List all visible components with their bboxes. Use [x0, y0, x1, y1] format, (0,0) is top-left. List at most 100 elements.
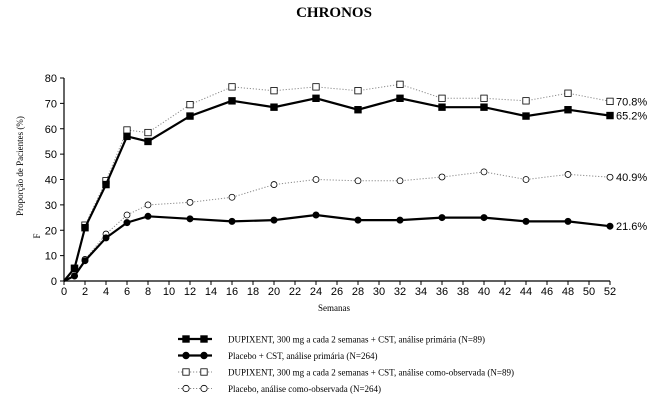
data-point: [522, 176, 530, 183]
x-tick-label: 4: [103, 286, 109, 298]
legend-marker: [182, 335, 190, 343]
end-value-label: 21.6%: [616, 221, 647, 233]
legend: DUPIXENT, 300 mg a cada 2 semanas + CST,…: [178, 335, 514, 394]
legend-marker: [182, 351, 190, 360]
y-tick-label: 50: [45, 149, 57, 161]
data-point: [606, 222, 614, 230]
x-tick-label: 34: [415, 286, 427, 298]
data-point: [228, 193, 236, 201]
x-tick-label: 24: [310, 286, 322, 298]
y-tick-label: 30: [45, 200, 57, 212]
data-point: [270, 181, 278, 188]
legend-marker: [200, 368, 208, 376]
data-point: [438, 103, 446, 111]
x-tick-label: 36: [436, 286, 448, 298]
data-point: [270, 103, 278, 111]
series-layer: [63, 80, 614, 282]
x-tick-label: 32: [394, 286, 406, 298]
y-tick-label: 0: [51, 276, 57, 288]
x-tick-label: 52: [604, 286, 616, 298]
legend-label: Placebo, análise como-observada (N=264): [228, 384, 381, 394]
data-point: [71, 272, 78, 280]
series-line: [63, 97, 611, 282]
data-point: [123, 126, 131, 134]
x-tick-label: 0: [61, 286, 67, 298]
end-value-label: 40.9%: [616, 172, 647, 184]
data-point: [70, 264, 79, 273]
data-point: [144, 128, 152, 137]
data-point: [480, 103, 488, 111]
legend-item: DUPIXENT, 300 mg a cada 2 semanas + CST,…: [178, 335, 485, 345]
legend-item: Placebo + CST, análise primária (N=264): [178, 351, 377, 361]
x-tick-label: 38: [457, 286, 469, 298]
data-point: [228, 217, 236, 225]
data-point: [186, 198, 194, 206]
data-point: [438, 214, 446, 222]
y-tick-label: 40: [45, 175, 57, 187]
data-point: [564, 217, 572, 225]
data-point: [186, 112, 194, 120]
data-point: [123, 211, 131, 219]
legend-item: Placebo, análise como-observada (N=264): [178, 384, 381, 394]
data-point: [186, 215, 194, 223]
data-point: [144, 212, 152, 220]
x-tick-label: 12: [184, 286, 196, 298]
x-tick-label: 50: [583, 286, 595, 298]
data-point: [480, 214, 488, 222]
y-tick-label: 20: [45, 225, 57, 237]
legend-marker: [182, 384, 190, 393]
x-axis-label: Semanas: [318, 303, 350, 313]
x-tick-label: 20: [268, 286, 280, 298]
chart-title: CHRONOS: [296, 5, 372, 21]
x-tick-label: 44: [520, 286, 532, 298]
legend-label: DUPIXENT, 300 mg a cada 2 semanas + CST,…: [228, 335, 485, 345]
data-point: [123, 219, 131, 227]
data-point: [396, 94, 404, 102]
series-4: [63, 168, 614, 282]
data-point: [438, 173, 446, 181]
data-point: [354, 87, 362, 95]
data-point: [480, 94, 488, 102]
data-point: [396, 216, 404, 224]
data-point: [186, 101, 194, 109]
x-tick-label: 30: [373, 286, 385, 298]
legend-item: DUPIXENT, 300 mg a cada 2 semanas + CST,…: [178, 368, 514, 378]
x-tick-label: 26: [331, 286, 343, 298]
data-point: [81, 257, 89, 265]
data-point: [480, 168, 488, 176]
series-line: [63, 171, 611, 282]
data-point: [312, 83, 320, 91]
y-tick-label: 70: [45, 98, 57, 110]
data-point: [102, 180, 110, 189]
data-point: [144, 137, 152, 146]
data-point: [396, 177, 404, 185]
series-3: [63, 80, 614, 282]
x-tick-label: 42: [499, 286, 511, 298]
data-point: [606, 111, 614, 120]
data-point: [312, 94, 320, 102]
y-axis-label-extra: F: [32, 233, 42, 238]
data-point: [438, 94, 446, 102]
x-tick-label: 28: [352, 286, 364, 298]
data-point: [81, 224, 89, 232]
y-tick-label: 10: [45, 251, 57, 263]
x-tick-label: 14: [205, 286, 217, 298]
legend-marker: [200, 335, 208, 343]
data-point: [606, 97, 614, 105]
x-tick-label: 22: [289, 286, 301, 298]
data-point: [312, 176, 320, 183]
data-point: [354, 106, 362, 114]
data-point: [564, 171, 572, 178]
legend-label: DUPIXENT, 300 mg a cada 2 semanas + CST,…: [228, 368, 514, 378]
data-point: [123, 132, 131, 141]
x-tick-label: 46: [541, 286, 553, 298]
series-2: [63, 211, 614, 282]
data-point: [522, 97, 530, 105]
data-point: [354, 216, 362, 224]
end-value-label: 65.2%: [616, 111, 647, 123]
data-point: [228, 83, 236, 91]
data-point: [102, 234, 110, 242]
legend-marker: [200, 384, 208, 393]
data-point: [312, 211, 320, 219]
